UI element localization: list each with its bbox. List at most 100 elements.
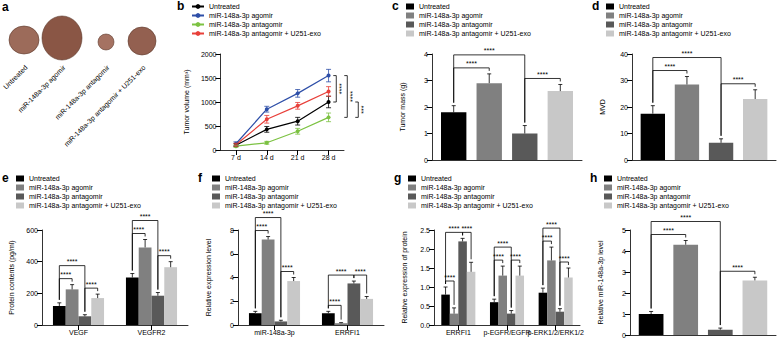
svg-text:****: ****	[355, 268, 366, 275]
svg-text:Untreated: Untreated	[419, 3, 450, 10]
svg-text:0: 0	[624, 157, 628, 164]
svg-text:MVD: MVD	[599, 99, 606, 115]
svg-text:Tumor volume (mm³): Tumor volume (mm³)	[183, 69, 191, 134]
svg-text:VEGF: VEGF	[69, 329, 88, 336]
svg-text:1.5: 1.5	[420, 265, 430, 272]
svg-text:400: 400	[26, 258, 38, 265]
svg-text:Tumor mass (g): Tumor mass (g)	[399, 82, 407, 131]
svg-text:****: ****	[497, 240, 508, 247]
svg-text:ERRFI1: ERRFI1	[446, 329, 471, 336]
svg-text:miR-148a-3p antagomir + U251-e: miR-148a-3p antagomir + U251-exo	[617, 202, 729, 210]
svg-text:Relative expression of protein: Relative expression of protein	[401, 231, 409, 323]
svg-text:g: g	[394, 172, 401, 185]
svg-text:h: h	[590, 172, 597, 185]
svg-text:****: ****	[133, 226, 144, 233]
svg-text:miR-148a-3p antagomir: miR-148a-3p antagomir	[619, 21, 693, 29]
svg-text:****: ****	[510, 253, 521, 260]
svg-text:miR-148a-3p agomir: miR-148a-3p agomir	[29, 184, 93, 192]
svg-text:****: ****	[680, 214, 691, 221]
svg-text:****: ****	[140, 213, 151, 220]
svg-text:21 d: 21 d	[291, 154, 305, 161]
svg-text:miR-148a-3p antagomir + U251-e: miR-148a-3p antagomir + U251-exo	[225, 202, 337, 210]
svg-text:Untreated: Untreated	[421, 175, 452, 182]
svg-text:****: ****	[664, 63, 675, 70]
svg-text:p-EGFR/EGFR: p-EGFR/EGFR	[483, 329, 530, 337]
svg-text:****: ****	[67, 258, 78, 265]
svg-text:miR-148a-3p: miR-148a-3p	[254, 329, 295, 337]
svg-text:20: 20	[620, 104, 628, 111]
svg-text:****: ****	[444, 274, 455, 281]
svg-text:miR-148a-3p antagomir + U251-e: miR-148a-3p antagomir + U251-exo	[419, 30, 531, 38]
svg-text:2: 2	[230, 298, 234, 305]
svg-text:3: 3	[424, 77, 428, 84]
svg-text:2.5: 2.5	[420, 227, 430, 234]
svg-text:****: ****	[159, 248, 170, 255]
svg-text:****: ****	[461, 225, 472, 232]
svg-text:7 d: 7 d	[231, 154, 241, 161]
svg-text:miR-148a-3p antagomir: miR-148a-3p antagomir	[419, 21, 493, 29]
svg-text:miR-148a-3p antagomir + U251-e: miR-148a-3p antagomir + U251-exo	[29, 202, 141, 210]
svg-text:****: ****	[329, 298, 340, 305]
svg-text:0: 0	[230, 322, 234, 329]
svg-text:miR-148a-3p antagomir: miR-148a-3p antagomir	[617, 193, 691, 201]
svg-text:miR-148a-3p antagomir + U251-e: miR-148a-3p antagomir + U251-exo	[421, 202, 533, 210]
svg-text:0: 0	[213, 147, 217, 154]
svg-text:28 d: 28 d	[322, 154, 336, 161]
svg-text:2000: 2000	[201, 51, 217, 58]
svg-text:****: ****	[546, 221, 557, 228]
svg-text:miR-148a-3p agomir: miR-148a-3p agomir	[17, 63, 68, 114]
svg-text:ERRFI1: ERRFI1	[335, 329, 360, 336]
svg-text:****: ****	[336, 268, 347, 275]
svg-text:c: c	[392, 0, 399, 13]
svg-text:miR-148a-3p antagomir: miR-148a-3p antagomir	[225, 193, 299, 201]
svg-text:0.5: 0.5	[420, 303, 430, 310]
svg-text:****: ****	[493, 253, 504, 260]
svg-text:miR-148a-3p antagomir: miR-148a-3p antagomir	[29, 193, 103, 201]
svg-text:1: 1	[424, 130, 428, 137]
svg-text:8: 8	[230, 227, 234, 234]
svg-text:2.0: 2.0	[420, 246, 430, 253]
svg-text:****: ****	[732, 264, 743, 271]
svg-text:14 d: 14 d	[260, 154, 274, 161]
svg-text:e: e	[2, 172, 9, 185]
svg-text:200: 200	[26, 290, 38, 297]
svg-text:Untreated: Untreated	[29, 175, 60, 182]
svg-text:4: 4	[230, 274, 234, 281]
svg-text:miR-148a-3p agomir: miR-148a-3p agomir	[617, 184, 681, 192]
svg-text:****: ****	[449, 225, 460, 232]
svg-text:miR-148a-3p antagomir: miR-148a-3p antagomir	[54, 63, 112, 121]
svg-text:1500: 1500	[201, 75, 217, 82]
svg-text:5: 5	[622, 227, 626, 234]
svg-text:****: ****	[256, 223, 267, 230]
svg-text:Protein contents (pg/ml): Protein contents (pg/ml)	[8, 240, 16, 314]
svg-text:Relative expression level: Relative expression level	[205, 238, 213, 316]
svg-text:4: 4	[622, 248, 626, 255]
svg-text:****: ****	[542, 234, 553, 241]
svg-text:Untreated: Untreated	[619, 3, 650, 10]
svg-text:****: ****	[484, 47, 495, 54]
svg-text:Untreated: Untreated	[225, 175, 256, 182]
svg-text:miR-148a-3p agomir: miR-148a-3p agomir	[225, 184, 289, 192]
svg-text:1000: 1000	[201, 99, 217, 106]
svg-text:p-ERK1/2/ERK1/2: p-ERK1/2/ERK1/2	[527, 329, 584, 337]
svg-text:10: 10	[620, 130, 628, 137]
svg-text:***: ***	[360, 105, 367, 113]
svg-text:****: ****	[663, 227, 674, 234]
svg-text:6: 6	[230, 250, 234, 257]
svg-text:2: 2	[424, 104, 428, 111]
svg-text:500: 500	[205, 123, 217, 130]
svg-text:miR-148a-3p antagomir + U251-e: miR-148a-3p antagomir + U251-exo	[619, 30, 731, 38]
svg-text:Relative miR-148a-3p level: Relative miR-148a-3p level	[597, 240, 605, 324]
svg-text:600: 600	[26, 227, 38, 234]
svg-text:****: ****	[282, 264, 293, 271]
svg-text:1.0: 1.0	[420, 284, 430, 291]
svg-text:****: ****	[559, 255, 570, 262]
svg-text:****: ****	[349, 91, 356, 102]
svg-text:Untreated: Untreated	[617, 175, 648, 182]
svg-text:a: a	[2, 0, 9, 14]
svg-text:miR-148a-3p antagomir + U251-e: miR-148a-3p antagomir + U251-exo	[209, 30, 321, 38]
svg-text:miR-148a-3p agomir: miR-148a-3p agomir	[421, 184, 485, 192]
svg-text:f: f	[198, 172, 203, 185]
svg-text:****: ****	[263, 210, 274, 217]
svg-text:****: ****	[86, 281, 97, 288]
